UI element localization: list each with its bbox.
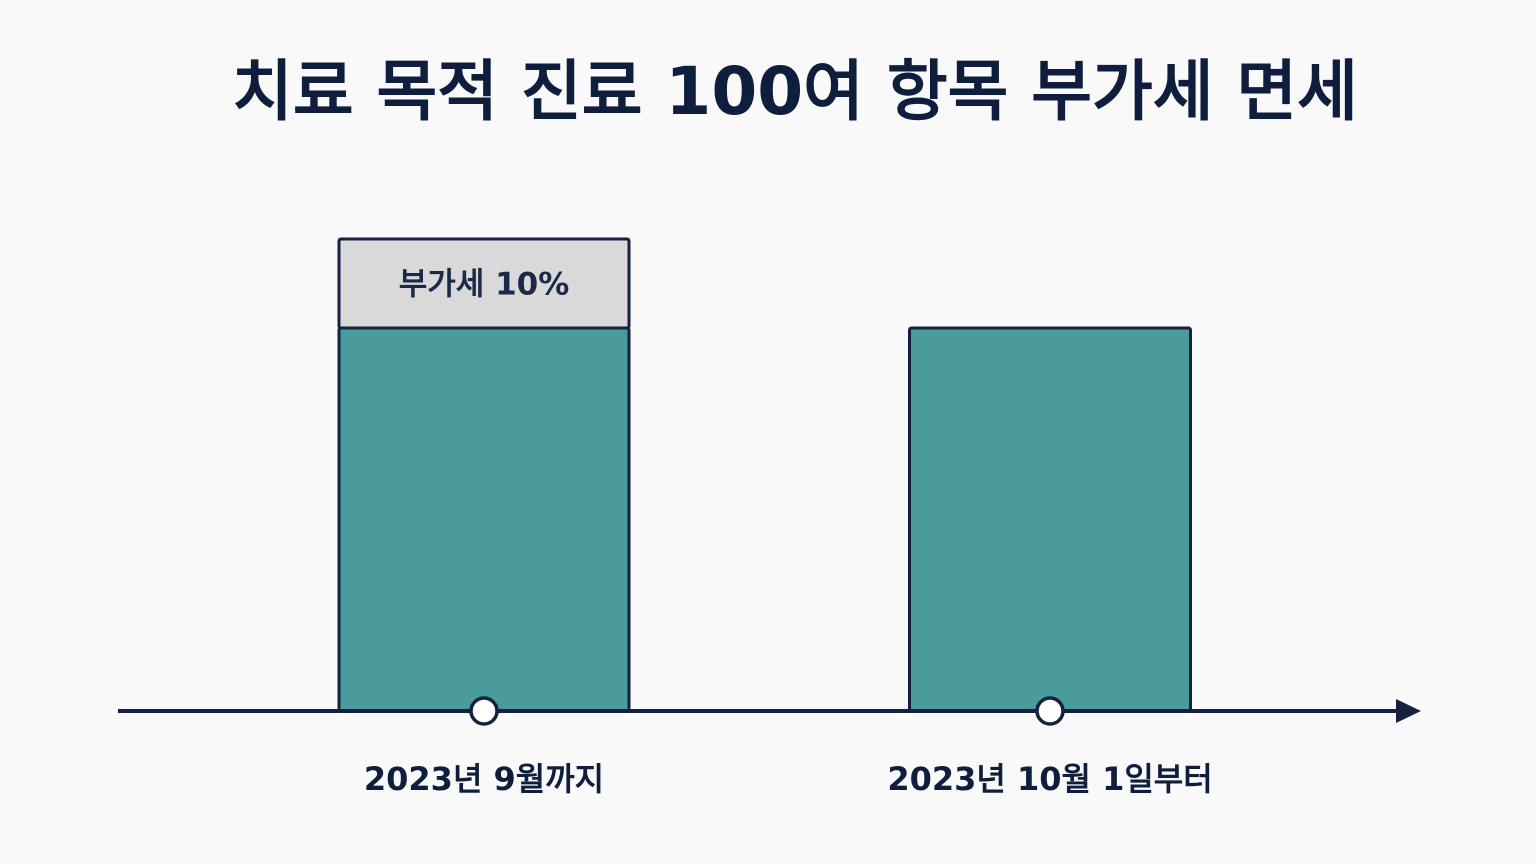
x-axis-ticks: 2023년 9월까지 2023년 10월 1일부터 (364, 696, 1213, 798)
x-axis (118, 699, 1421, 723)
tick-label-1: 2023년 9월까지 (364, 760, 604, 798)
tick-marker-1 (469, 696, 499, 726)
bar-vat-label-1: 부가세 10% (399, 267, 570, 303)
bar-base-1 (337, 326, 631, 713)
x-axis-arrow-icon (1396, 699, 1421, 723)
tick-label-2: 2023년 10월 1일부터 (887, 760, 1212, 798)
bar-base-2 (908, 326, 1192, 713)
bar-vat-1 (337, 237, 631, 330)
chart-title: 치료 목적 진료 100여 항목 부가세 면세 (232, 53, 1358, 130)
tick-marker-2 (1035, 696, 1065, 726)
bars-layer: 부가세 10% (337, 237, 1192, 713)
